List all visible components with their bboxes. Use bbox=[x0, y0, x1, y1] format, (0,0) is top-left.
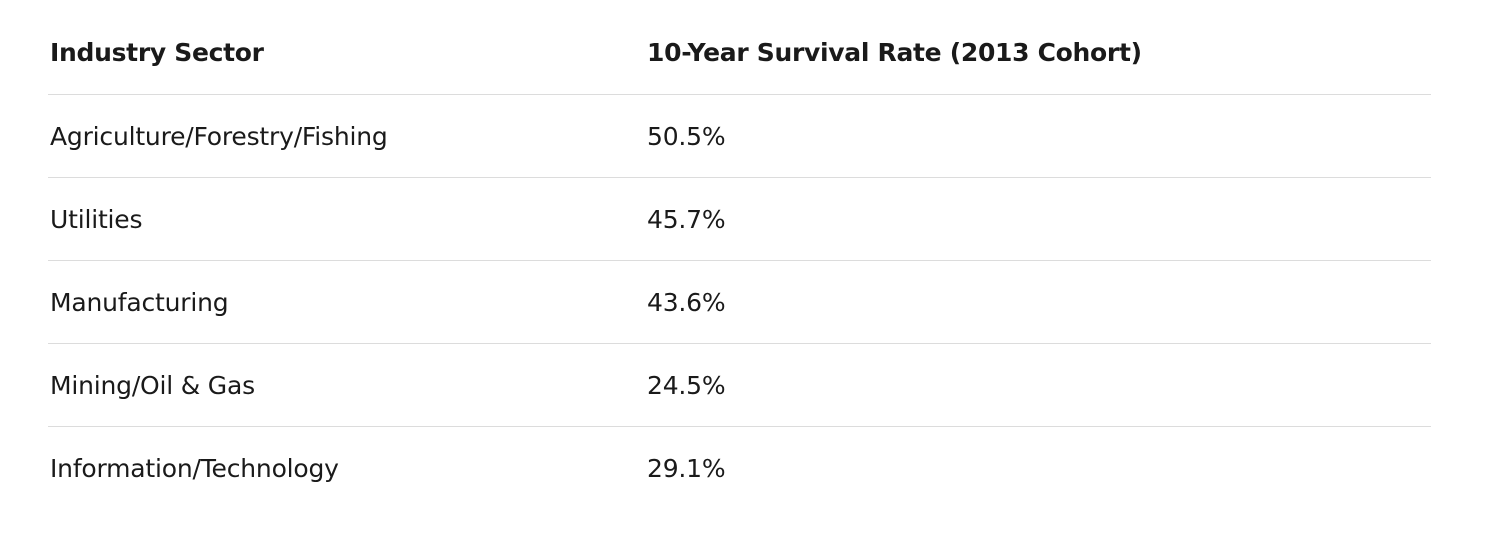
cell-sector: Mining/Oil & Gas bbox=[48, 343, 645, 427]
cell-rate: 43.6% bbox=[645, 260, 1431, 344]
header-survival-rate: 10-Year Survival Rate (2013 Cohort) bbox=[645, 11, 1431, 95]
header-row: Industry Sector 10-Year Survival Rate (2… bbox=[48, 11, 1431, 95]
table-row: Utilities 45.7% bbox=[48, 177, 1431, 261]
cell-sector: Utilities bbox=[48, 177, 645, 261]
survival-rate-table: Industry Sector 10-Year Survival Rate (2… bbox=[48, 11, 1431, 509]
table-row: Manufacturing 43.6% bbox=[48, 260, 1431, 344]
survival-rate-table-container: Industry Sector 10-Year Survival Rate (2… bbox=[48, 11, 1431, 509]
cell-sector: Manufacturing bbox=[48, 260, 645, 344]
cell-rate: 45.7% bbox=[645, 177, 1431, 261]
header-industry-sector: Industry Sector bbox=[48, 11, 645, 95]
cell-sector: Agriculture/Forestry/Fishing bbox=[48, 94, 645, 178]
table-row: Information/Technology 29.1% bbox=[48, 427, 1431, 510]
cell-rate: 50.5% bbox=[645, 94, 1431, 178]
cell-rate: 24.5% bbox=[645, 343, 1431, 427]
table-header: Industry Sector 10-Year Survival Rate (2… bbox=[48, 11, 1431, 95]
table-row: Agriculture/Forestry/Fishing 50.5% bbox=[48, 94, 1431, 178]
table-row: Mining/Oil & Gas 24.5% bbox=[48, 343, 1431, 427]
cell-rate: 29.1% bbox=[647, 453, 726, 483]
cell-sector: Information/Technology bbox=[50, 453, 339, 483]
table-body: Agriculture/Forestry/Fishing 50.5% Utili… bbox=[48, 94, 1431, 510]
